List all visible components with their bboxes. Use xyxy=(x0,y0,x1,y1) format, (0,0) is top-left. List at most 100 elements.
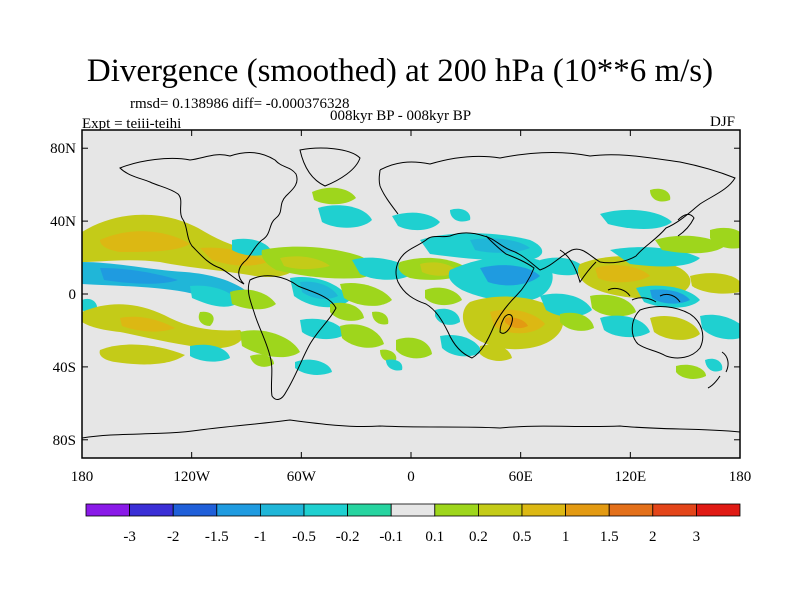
coastline-japan xyxy=(677,213,695,237)
anomaly-field xyxy=(82,187,740,379)
colorbar-label: 0.5 xyxy=(513,529,532,545)
x-tick-label: 120W xyxy=(173,469,211,485)
colorbar xyxy=(85,503,741,517)
x-tick-label: 0 xyxy=(407,469,415,485)
anomaly-patch xyxy=(700,314,740,340)
experiment-label: Expt = teiii-teihi xyxy=(82,116,182,132)
anomaly-patch xyxy=(540,257,586,276)
anomaly-patch xyxy=(380,349,397,362)
anomaly-patch xyxy=(190,344,230,362)
period-label: 008kyr BP - 008kyr BP xyxy=(330,108,472,124)
colorbar-label: 3 xyxy=(693,529,701,545)
colorbar-swatch xyxy=(216,503,261,517)
colorbar-swatch xyxy=(85,503,130,517)
anomaly-patch xyxy=(650,315,700,340)
colorbar-label: 1 xyxy=(562,529,570,545)
anomaly-patch xyxy=(450,208,471,222)
colorbar-label: 2 xyxy=(649,529,657,545)
map-title: Divergence (smoothed) at 200 hPa (10**6 … xyxy=(86,53,714,89)
anomaly-patch xyxy=(595,265,650,283)
coastline-north-america xyxy=(119,152,298,285)
anomaly-patch xyxy=(318,205,372,228)
y-tick-label: 80N xyxy=(50,141,76,157)
anomaly-patch xyxy=(120,316,175,332)
coastline-australia xyxy=(631,306,704,359)
colorbar-labels: -3 -2 -1.5 -1 -0.5 -0.2 -0.1 0.1 0.2 0.5 1 1.5 2 3 xyxy=(123,529,700,545)
anomaly-patch xyxy=(330,302,364,321)
y-axis: 80N 40N 0 40S 80S xyxy=(50,141,740,449)
anomaly-patch xyxy=(99,344,185,365)
y-tick-label: 0 xyxy=(69,287,77,303)
anomaly-patch xyxy=(198,311,214,326)
colorbar-swatch xyxy=(347,503,392,517)
anomaly-patch xyxy=(300,281,338,299)
anomaly-patch xyxy=(470,238,530,253)
x-tick-label: 60E xyxy=(509,469,533,485)
colorbar-swatch xyxy=(521,503,566,517)
anomaly-patch xyxy=(600,315,650,338)
colorbar-label: -0.2 xyxy=(336,529,360,545)
anomaly-patch xyxy=(386,359,403,371)
coastline-indonesia xyxy=(607,287,681,303)
colorbar-label: -1.5 xyxy=(205,529,229,545)
anomaly-patch xyxy=(396,337,432,359)
colorbar-swatch xyxy=(608,503,654,517)
colorbar-swatch xyxy=(259,503,305,517)
anomaly-patch xyxy=(240,330,300,358)
anomaly-patch xyxy=(100,268,178,284)
colorbar-swatch xyxy=(303,503,348,517)
anomaly-patch xyxy=(230,289,276,310)
colorbar-swatch xyxy=(129,503,174,517)
x-tick-label: 120E xyxy=(614,469,646,485)
anomaly-patch xyxy=(340,282,392,306)
colorbar-swatch xyxy=(434,503,479,517)
anomaly-patch xyxy=(710,227,740,249)
anomaly-patch xyxy=(312,187,356,205)
anomaly-patch xyxy=(600,209,672,229)
anomaly-patch xyxy=(340,324,384,348)
colorbar-label: -3 xyxy=(123,529,136,545)
anomaly-patch xyxy=(540,293,592,317)
colorbar-swatch xyxy=(172,503,218,517)
coastline-greenland xyxy=(299,147,361,187)
colorbar-swatch xyxy=(477,503,523,517)
anomaly-patch xyxy=(440,334,482,357)
anomaly-patch xyxy=(480,344,512,361)
colorbar-swatch xyxy=(390,503,436,517)
anomaly-patch xyxy=(650,188,671,202)
coastline-eurasia-africa xyxy=(378,151,736,359)
coastline-south-america xyxy=(247,275,337,400)
colorbar-label: 0.1 xyxy=(425,529,444,545)
y-tick-label: 40S xyxy=(53,360,76,376)
colorbar-swatch xyxy=(696,503,741,517)
season-label: DJF xyxy=(710,114,736,130)
y-tick-label: 40N xyxy=(50,214,76,230)
anomaly-patch xyxy=(425,287,462,306)
anomaly-patch xyxy=(295,359,332,375)
anomaly-patch xyxy=(650,289,690,304)
coastline-new-zealand xyxy=(707,351,729,389)
anomaly-patch xyxy=(690,273,740,294)
y-tick-label: 80S xyxy=(53,433,76,449)
coastline-india xyxy=(559,249,597,284)
colorbar-label: -0.5 xyxy=(292,529,316,545)
x-axis: 180 120W 60W 0 60E 120E 180 xyxy=(71,130,751,485)
anomaly-patch xyxy=(655,235,725,254)
colorbar-label: 0.2 xyxy=(469,529,488,545)
coastlines xyxy=(82,147,740,439)
anomaly-patch xyxy=(190,285,240,307)
x-tick-label: 60W xyxy=(287,469,317,485)
anomaly-patch xyxy=(392,212,440,231)
anomaly-patch xyxy=(560,312,594,331)
anomaly-patch xyxy=(200,247,268,266)
anomaly-patch xyxy=(705,358,723,372)
colorbar-label: -0.1 xyxy=(379,529,403,545)
anomaly-patch xyxy=(250,354,274,367)
anomaly-patch xyxy=(100,231,190,252)
coastline-madagascar xyxy=(499,314,513,334)
anomaly-patch xyxy=(676,364,706,379)
colorbar-swatch xyxy=(652,503,697,517)
colorbar-swatch xyxy=(565,503,610,517)
anomaly-patch xyxy=(590,294,636,317)
